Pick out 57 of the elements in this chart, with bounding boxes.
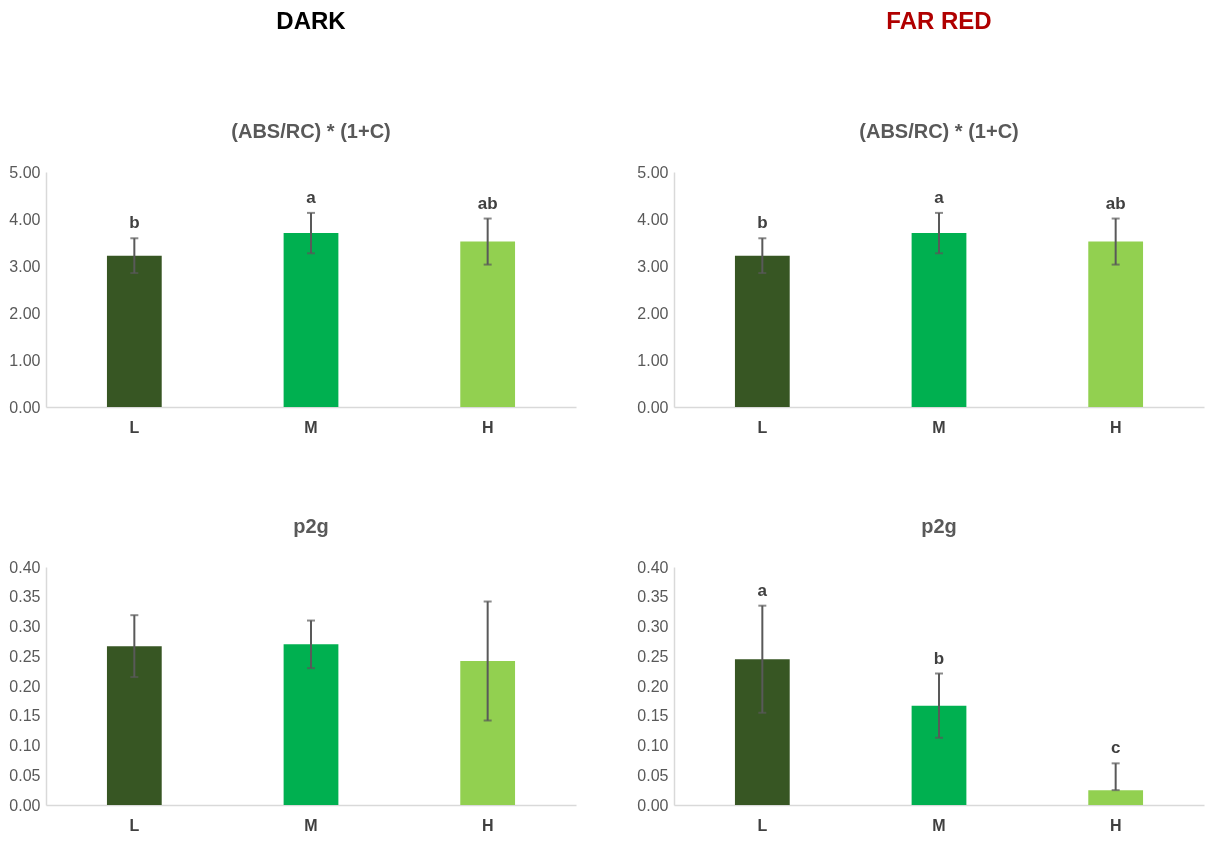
chart-title: p2g: [293, 515, 329, 537]
y-tick-label: 1.00: [637, 351, 669, 369]
y-tick-label: 0.05: [637, 766, 669, 784]
x-tick-label: M: [932, 816, 946, 834]
y-tick-label: 4.00: [637, 210, 669, 228]
x-tick-label: L: [757, 418, 768, 436]
y-tick-label: 0.40: [9, 558, 41, 576]
annotation: a: [757, 580, 768, 600]
x-tick-label: H: [1109, 816, 1122, 834]
x-tick-label: H: [481, 418, 494, 436]
y-tick-label: 4.00: [9, 210, 41, 228]
annotation: a: [934, 187, 945, 207]
y-tick-label: 0.05: [9, 766, 41, 784]
y-tick-label: 0.10: [9, 737, 41, 754]
annotation: ab: [1105, 193, 1126, 213]
x-tick-label: H: [481, 816, 494, 834]
y-tick-label: 3.00: [637, 257, 669, 275]
annotation: c: [1110, 738, 1121, 758]
x-tick-label: M: [304, 816, 318, 834]
y-tick-label: 0.20: [9, 677, 41, 695]
y-tick-label: 0.10: [637, 737, 669, 754]
y-tick-label: 0.35: [637, 588, 669, 606]
chart-subtitle: (ABS/RC) * (1+C): [231, 120, 391, 142]
chart-title: DARK: [276, 7, 347, 34]
y-tick-label: 0.30: [9, 618, 41, 635]
x-tick-label: H: [1109, 418, 1122, 436]
annotation: b: [129, 213, 140, 233]
y-tick-label: 0.20: [637, 677, 669, 695]
y-tick-label: 3.00: [9, 257, 41, 275]
y-tick-label: 0.25: [637, 647, 669, 665]
y-tick-label: 0.40: [637, 558, 669, 576]
y-tick-label: 0.00: [9, 398, 41, 416]
annotation: b: [933, 648, 945, 668]
x-tick-label: L: [129, 816, 140, 834]
y-tick-label: 2.00: [637, 304, 669, 322]
x-tick-label: L: [129, 418, 140, 436]
x-tick-label: L: [757, 816, 768, 834]
y-tick-label: 5.00: [9, 163, 41, 181]
chart-subtitle: (ABS/RC) * (1+C): [859, 120, 1019, 142]
x-tick-label: M: [304, 418, 318, 436]
annotation: ab: [477, 193, 498, 213]
y-tick-label: 0.00: [9, 796, 41, 814]
y-tick-label: 5.00: [637, 163, 669, 181]
y-tick-label: 0.15: [637, 707, 669, 725]
annotation: a: [306, 187, 317, 207]
x-tick-label: M: [932, 418, 946, 436]
y-tick-label: 0.35: [9, 588, 41, 606]
y-tick-label: 0.15: [9, 707, 41, 725]
y-tick-label: 0.30: [637, 618, 669, 635]
chart-title: FAR RED: [886, 7, 992, 34]
y-tick-label: 0.00: [637, 398, 669, 416]
y-tick-label: 0.25: [9, 647, 41, 665]
y-tick-label: 0.00: [637, 796, 669, 814]
chart-title: p2g: [921, 515, 957, 537]
y-tick-label: 2.00: [9, 304, 41, 322]
annotation: b: [757, 213, 768, 233]
y-tick-label: 1.00: [9, 351, 41, 369]
